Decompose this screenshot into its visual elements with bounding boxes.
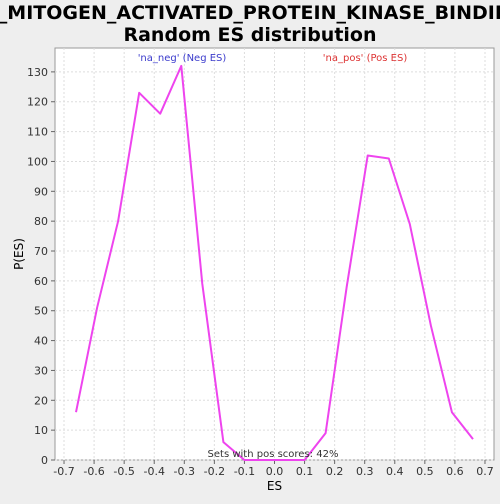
y-tick-label: 80 <box>34 215 48 228</box>
y-tick-label: 110 <box>27 126 48 139</box>
x-tick-label: -0.1 <box>234 465 255 478</box>
y-tick-label: 90 <box>34 185 48 198</box>
x-tick-label: 0.1 <box>296 465 314 478</box>
y-tick-label: 40 <box>34 335 48 348</box>
legend-label: 'na_neg' (Neg ES) <box>138 53 227 64</box>
x-tick-label: 0.2 <box>326 465 344 478</box>
series-layer <box>75 64 474 461</box>
x-axis-label: ES <box>267 479 282 493</box>
x-tick-label: 0.6 <box>446 465 464 478</box>
y-tick-label: 60 <box>34 275 48 288</box>
x-tick-label: -0.3 <box>174 465 195 478</box>
x-tick-label: -0.2 <box>204 465 225 478</box>
es-distribution-line <box>75 64 474 461</box>
y-tick-label: 100 <box>27 155 48 168</box>
y-tick-label: 130 <box>27 66 48 79</box>
pos-scores-annotation: Sets with pos scores: 42% <box>208 449 339 460</box>
y-tick-label: 20 <box>34 394 48 407</box>
x-tick-label: 0.4 <box>386 465 404 478</box>
y-tick-label: 10 <box>34 424 48 437</box>
chart-title-line2: Random ES distribution <box>123 24 376 46</box>
x-tick-label: 0.0 <box>266 465 284 478</box>
y-tick-label: 0 <box>41 454 48 467</box>
y-tick-label: 120 <box>27 96 48 109</box>
x-tick-label: -0.6 <box>83 465 104 478</box>
x-tick-label: -0.5 <box>113 465 134 478</box>
y-axis-label: P(ES) <box>12 238 26 270</box>
y-tick-label: 70 <box>34 245 48 258</box>
chart-title-line1: GO_MITOGEN_ACTIVATED_PROTEIN_KINASE_BIND… <box>0 2 500 24</box>
legend: 'na_neg' (Neg ES) 'na_pos' (Pos ES) <box>138 53 408 64</box>
axes: -0.7 -0.6 -0.5 -0.4 -0.3 -0.2 -0.1 0.0 0.1 0.2 0.3… <box>27 66 494 478</box>
x-tick-label: -0.4 <box>143 465 164 478</box>
legend-label: 'na_pos' (Pos ES) <box>323 53 408 64</box>
y-tick-label: 30 <box>34 364 48 377</box>
x-tick-label: 0.3 <box>356 465 374 478</box>
x-tick-label: 0.5 <box>416 465 434 478</box>
y-tick-label: 50 <box>34 305 48 318</box>
x-tick-label: 0.7 <box>476 465 494 478</box>
x-tick-label: -0.7 <box>53 465 74 478</box>
